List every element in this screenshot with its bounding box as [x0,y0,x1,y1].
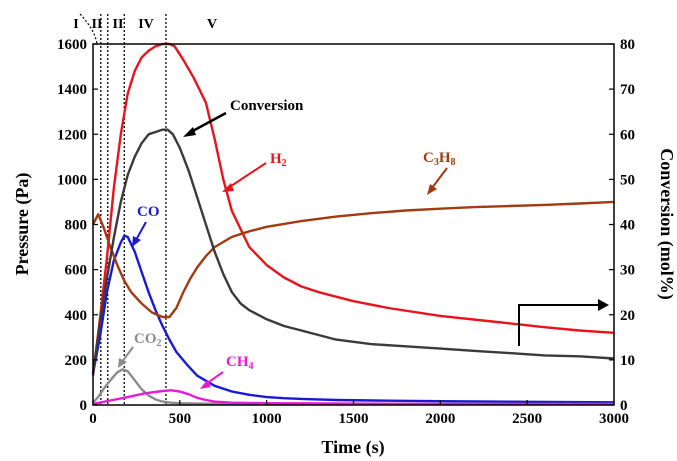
annotation-co-label: CO [137,204,160,220]
right-axis-indicator-arrow [518,299,609,346]
axis-ticks: 0 500 1000 1500 2000 2500 30000200400600800100… [57,37,635,427]
annotation-co2-label: CO2 [134,331,162,349]
annotation-ch4-label: CH4 [226,354,254,372]
annotation-c3h8-arrow [431,167,448,189]
x-tick-label: 0 [89,411,97,427]
right-axis-indicator-path [518,304,600,346]
annotation-co2-arrow [121,346,134,363]
y-tick-label: 1000 [57,172,87,188]
y-tick-label: 1200 [57,127,87,143]
annotation-c3h8: C3H8 [423,150,456,195]
y2-tick-label: 0 [620,398,628,414]
annotation-conversion-arrow [188,111,227,135]
annotation-h2: H2 [222,151,287,192]
y2-tick-label: 30 [620,263,635,279]
annotation-co-arrowhead [132,236,141,247]
y-tick-label: 1600 [57,37,87,53]
x-tick-label: 500 [169,411,192,427]
x-tick-label: 2500 [512,411,542,427]
annotation-c3h8-arrowhead [427,184,437,195]
series-line-conversion [91,128,615,374]
annotation-ch4: CH4 [200,354,254,389]
y2-tick-label: 40 [620,218,635,234]
y2-axis-title: Conversion (mol%) [656,148,677,300]
annotation-c3h8-label: C3H8 [423,150,456,168]
y2-tick-label: 60 [620,127,635,143]
annotation-co2: CO2 [118,331,162,368]
y2-tick-label: 80 [620,37,635,53]
series-layer [91,42,615,406]
plot-frame [92,43,615,406]
y-tick-label: 600 [65,263,88,279]
stage-divider-0 [79,13,98,45]
series-line-ch4 [92,389,615,406]
y-tick-label: 0 [80,398,88,414]
y-tick-label: 1400 [57,82,87,98]
annotation-co: CO [132,204,160,247]
stage-label-4: IV [138,17,154,32]
y-tick-label: 200 [65,353,88,369]
annotation-h2-arrow [227,162,267,189]
annotation-h2-label: H2 [270,151,287,169]
stage-label-2: II [92,17,103,32]
annotation-conversion-label: Conversion [230,98,304,114]
y-axis-title: Pressure (Pa) [12,173,33,276]
y2-tick-label: 10 [620,353,635,369]
series-line-c3h8 [91,200,615,319]
series-line-co2 [92,368,614,406]
y2-tick-label: 50 [620,172,635,188]
annotation-conversion: Conversion [183,98,304,137]
y-tick-label: 400 [65,308,88,324]
stage-labels: I II II IV V [73,17,217,32]
stage-divider-lines [79,13,167,405]
stage-label-3: II [113,17,124,32]
annotation-co-arrow [135,221,147,241]
annotation-conversion-arrowhead [183,127,196,137]
right-axis-indicator-arrowhead [598,299,609,311]
x-tick-label: 3000 [599,411,629,427]
annotation-h2-arrowhead [222,183,234,192]
annotation-co2-arrowhead [118,358,127,368]
series-line-h2 [91,42,615,376]
x-axis-title: Time (s) [321,437,384,458]
annotation-ch4-arrowhead [200,380,211,389]
stage-label-5: V [207,17,217,32]
x-tick-label: 1000 [252,411,282,427]
y-tick-label: 800 [65,218,88,234]
stage-label-1: I [73,17,78,32]
y2-tick-label: 70 [620,82,635,98]
y2-tick-label: 20 [620,308,635,324]
annotation-ch4-arrow [205,371,224,385]
x-tick-label: 1500 [339,411,369,427]
x-tick-label: 2000 [425,411,455,427]
series-line-co [91,234,615,404]
